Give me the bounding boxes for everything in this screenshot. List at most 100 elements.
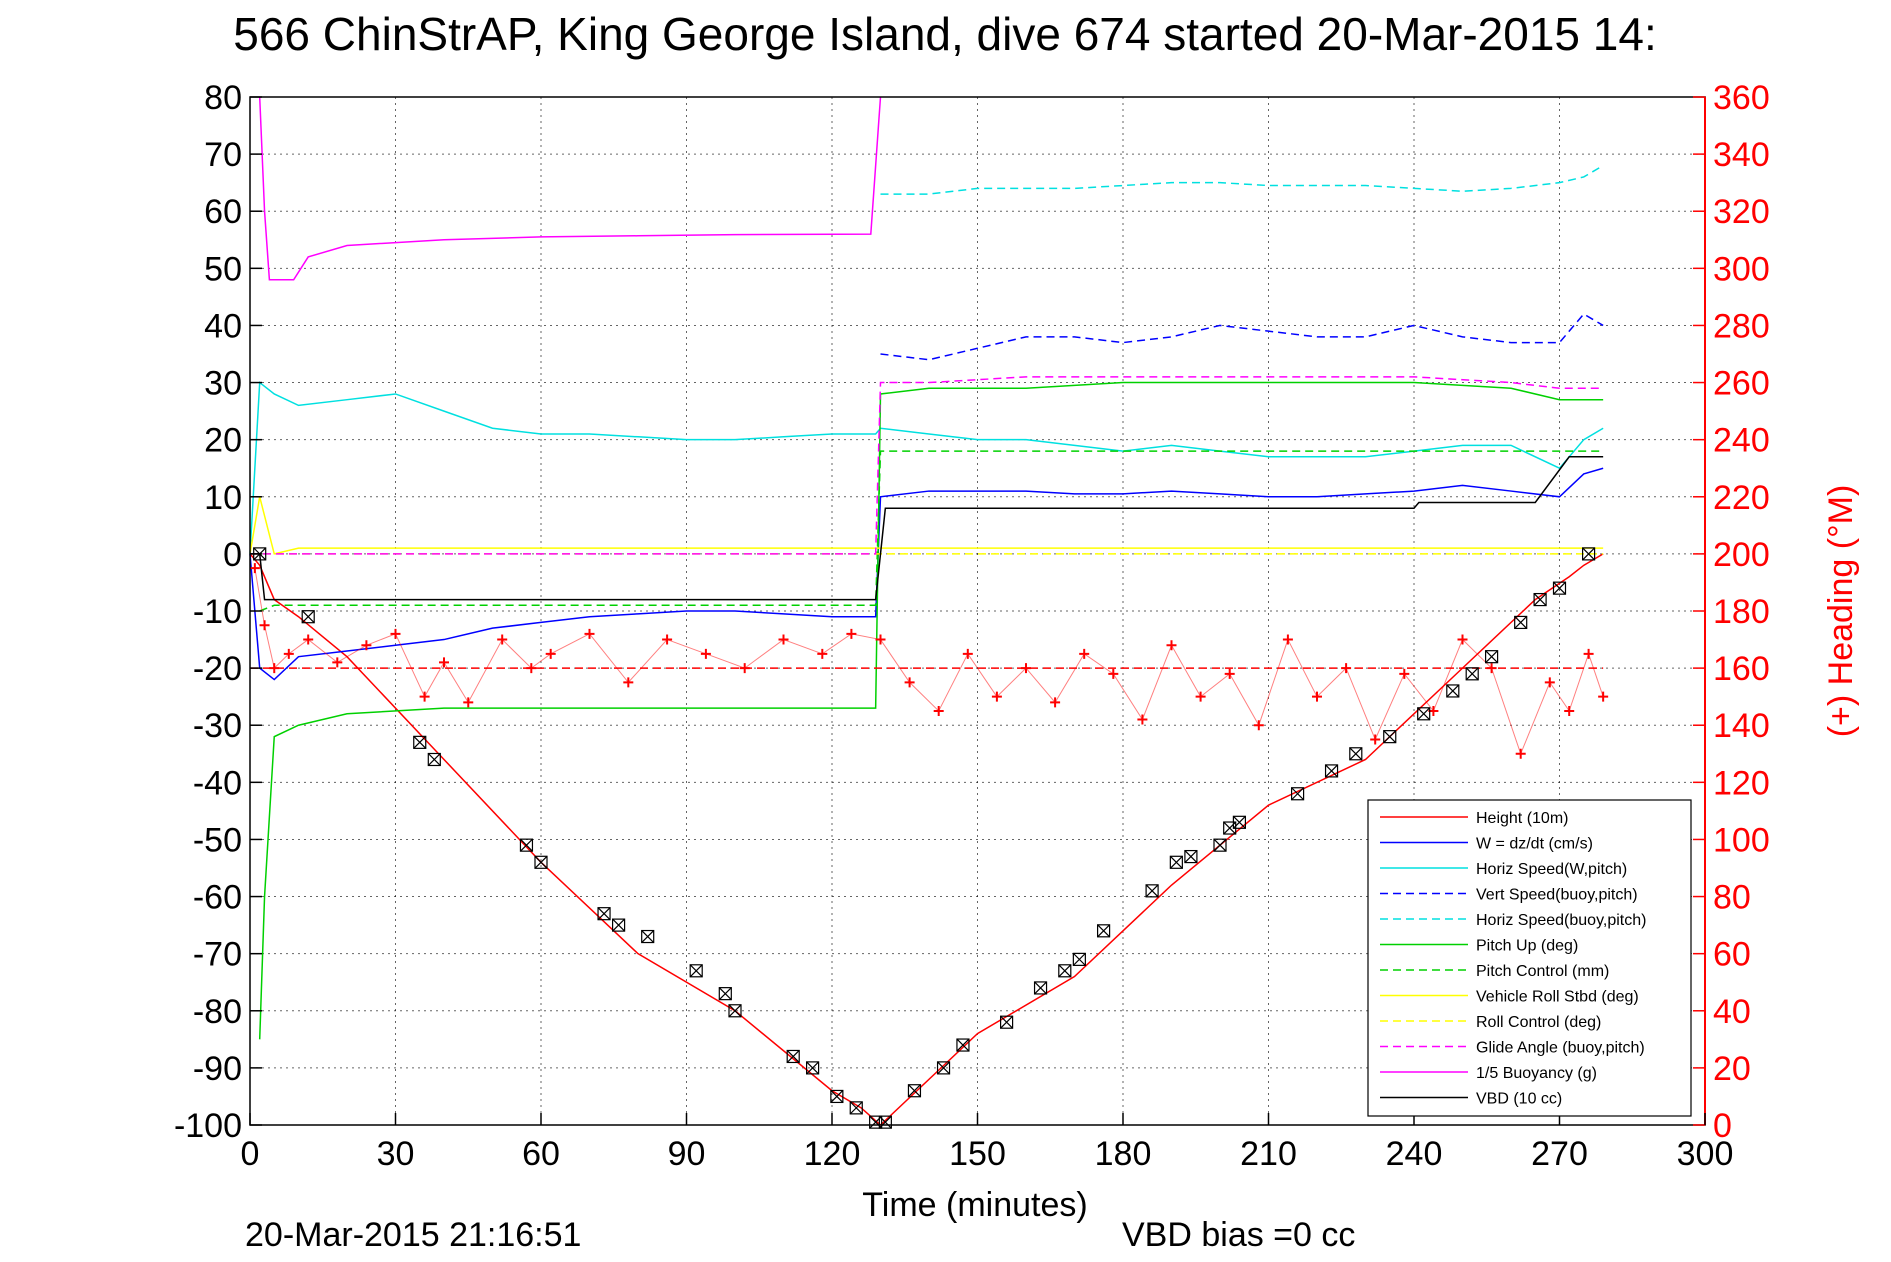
heading-trace xyxy=(254,568,1604,756)
dive-marker xyxy=(1184,849,1198,864)
dive-marker-box xyxy=(1096,924,1111,938)
legend: Height (10m) W = dz/dt (cm/s) Horiz Speed(… xyxy=(1367,799,1692,1117)
dive-marker xyxy=(1213,838,1227,852)
dive-marker xyxy=(301,610,315,624)
dive-marker-cross xyxy=(830,1090,844,1103)
dive-marker-cross xyxy=(413,735,427,749)
dive-marker-cross xyxy=(597,907,611,921)
legend-label: VBD (10 cc) xyxy=(1476,1091,1562,1108)
dive-marker-cross xyxy=(1533,593,1547,607)
dive-marker-box xyxy=(1145,884,1159,898)
dive-marker-cross xyxy=(301,610,315,624)
y-tick-label-left: 0 xyxy=(223,536,242,574)
y-tick-label-left: 30 xyxy=(204,365,242,403)
legend-label: Horiz Speed(buoy,pitch) xyxy=(1476,912,1646,929)
y-tick-label-left: -30 xyxy=(193,707,242,745)
y-tick-label-right: 360 xyxy=(1713,79,1770,117)
x-tick-label: 300 xyxy=(1677,1135,1734,1173)
series-pitch-control-mm xyxy=(259,450,1604,612)
legend-label: Pitch Up (deg) xyxy=(1476,938,1578,955)
dive-marker-cross xyxy=(1553,581,1566,595)
y-tick-label-right: 180 xyxy=(1713,593,1770,631)
dive-marker-box xyxy=(878,1115,892,1129)
dive-marker-cross xyxy=(534,855,548,869)
dive-marker-box xyxy=(689,964,703,978)
dive-marker-box xyxy=(1533,592,1547,607)
dive-marker xyxy=(936,1061,951,1075)
y-tick-label-left: -90 xyxy=(193,1050,242,1088)
legend-label: 1/5 Buoyancy (g) xyxy=(1476,1065,1597,1082)
dive-marker-box xyxy=(718,987,732,1001)
y-tick-label-right: 140 xyxy=(1713,707,1770,745)
dive-marker xyxy=(1096,924,1111,938)
dive-marker-box xyxy=(1552,581,1567,595)
dive-marker xyxy=(611,918,626,932)
dive-marker-box xyxy=(830,1089,844,1104)
dive-marker-box xyxy=(1324,764,1339,778)
x-tick-label: 240 xyxy=(1386,1135,1443,1173)
dive-marker xyxy=(805,1061,820,1075)
dive-marker-cross xyxy=(1145,884,1159,898)
dive-marker-box xyxy=(519,838,534,852)
dive-marker xyxy=(999,1015,1014,1029)
dive-marker xyxy=(413,735,427,749)
series-glide-angle-buoy-pitch xyxy=(250,376,1604,555)
dive-marker-cross xyxy=(1184,850,1198,864)
dive-marker-box xyxy=(999,1015,1014,1029)
y-tick-label-right: 20 xyxy=(1713,1050,1751,1088)
legend-label: Glide Angle (buoy,pitch) xyxy=(1476,1040,1645,1057)
dive-marker-cross xyxy=(1058,964,1072,978)
y-tick-label-right: 0 xyxy=(1713,1107,1732,1145)
dive-marker xyxy=(1072,952,1086,966)
series-1-5-buoyancy-g xyxy=(258,96,882,281)
dive-marker-cross xyxy=(908,1084,921,1098)
series-layer xyxy=(249,96,1609,1127)
dive-marker-cross xyxy=(1465,667,1479,681)
y-tick-label-left: -20 xyxy=(193,650,242,688)
dive-marker-box xyxy=(534,855,548,869)
y-tick-label-right: 240 xyxy=(1713,422,1770,460)
dive-marker xyxy=(641,929,655,944)
y-tick-label-right: 160 xyxy=(1713,650,1770,688)
dive-marker-box xyxy=(1232,815,1247,829)
dive-marker-box xyxy=(956,1038,970,1052)
dive-marker-cross xyxy=(1325,764,1338,778)
dive-marker-cross xyxy=(641,930,655,943)
x-tick-label: 210 xyxy=(1240,1135,1297,1173)
dive-marker-box xyxy=(1383,730,1397,744)
dive-marker-box xyxy=(1184,849,1198,864)
x-tick-label: 180 xyxy=(1095,1135,1152,1173)
dive-marker xyxy=(597,907,611,921)
dive-marker-box xyxy=(427,752,441,767)
x-tick-label: 90 xyxy=(668,1135,706,1173)
dive-marker xyxy=(878,1115,892,1129)
legend-label: Vert Speed(buoy,pitch) xyxy=(1476,887,1638,904)
dive-marker xyxy=(1145,884,1159,898)
dive-marker-cross xyxy=(1349,747,1363,761)
dive-marker-box xyxy=(869,1115,883,1129)
dive-marker-cross xyxy=(786,1050,800,1063)
y-tick-label-right: 120 xyxy=(1713,764,1770,802)
dive-marker-cross xyxy=(849,1101,863,1115)
dive-marker xyxy=(1417,707,1431,721)
dive-marker-box xyxy=(1514,615,1528,630)
y-tick-label-left: -50 xyxy=(193,821,242,859)
dive-marker-box xyxy=(1072,952,1086,966)
series-w-dz-dt-cm-s xyxy=(249,467,1604,681)
dive-marker-box xyxy=(1417,707,1431,721)
y-tick-label-right: 40 xyxy=(1713,993,1751,1031)
dive-marker xyxy=(1533,592,1547,607)
dive-marker xyxy=(728,1004,742,1018)
y-tick-label-right: 300 xyxy=(1713,250,1770,288)
dive-marker xyxy=(1033,981,1048,995)
legend-label: Vehicle Roll Stbd (deg) xyxy=(1476,989,1639,1006)
dive-marker-cross xyxy=(1000,1015,1014,1029)
dive-marker-box xyxy=(597,907,611,921)
dive-marker xyxy=(830,1089,844,1104)
dive-marker-cross xyxy=(1383,730,1397,744)
dive-marker-box xyxy=(849,1101,863,1115)
dive-marker xyxy=(956,1038,970,1052)
series-vert-speed-buoy-pitch xyxy=(880,313,1604,361)
dive-marker-box xyxy=(1484,650,1499,664)
